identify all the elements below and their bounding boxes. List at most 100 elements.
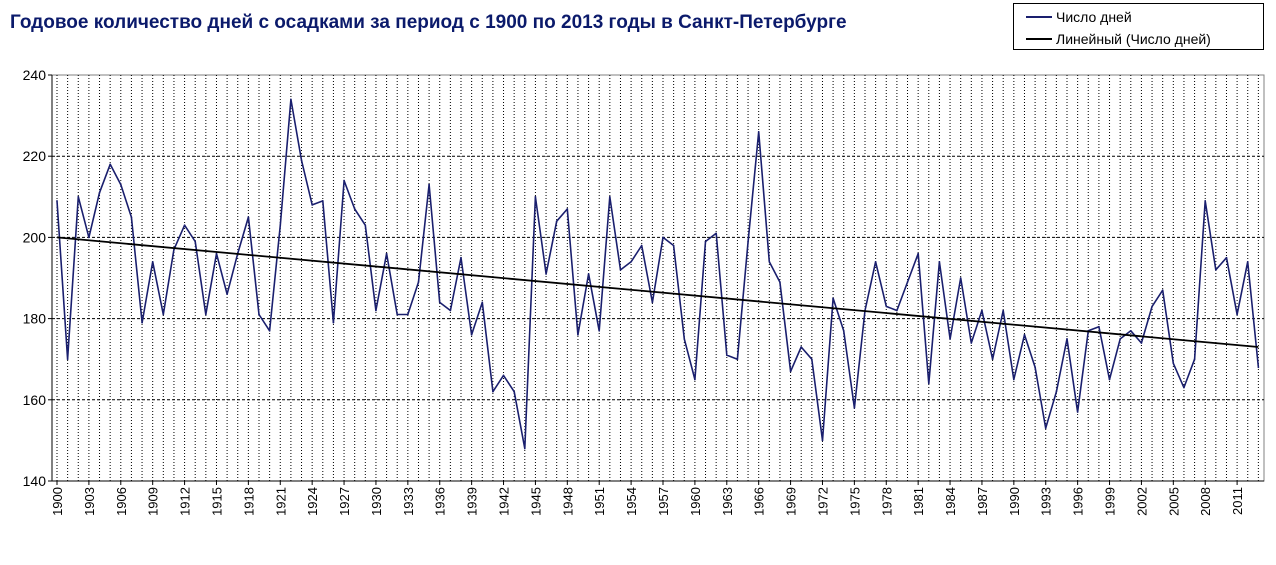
x-tick-label: 1921 [273,487,288,516]
data-point [853,407,856,409]
data-point [906,281,909,283]
data-point [1204,200,1207,202]
data-point [981,309,983,312]
data-point [481,301,484,304]
x-tick-label: 1954 [624,487,639,516]
y-tick-label: 220 [23,148,47,164]
data-point [258,313,260,316]
data-point [66,358,69,361]
y-tick-label: 140 [23,473,47,489]
x-tick-label: 1906 [114,487,129,516]
x-tick-label: 2002 [1134,487,1149,516]
x-tick-label: 1999 [1103,487,1118,516]
x-tick-label: 1933 [401,487,416,516]
y-tick-label: 180 [23,311,47,327]
x-tick-label: 1939 [465,487,480,516]
data-point [609,196,611,198]
data-point [672,244,675,247]
data-point [970,342,973,344]
legend-swatch-series [1026,16,1052,18]
data-point [1098,325,1100,328]
y-tick-label: 200 [23,229,47,245]
data-point [343,179,345,182]
data-point [821,439,824,442]
data-point [1023,334,1026,336]
data-point [449,309,452,312]
data-point [704,240,707,243]
data-point [183,224,186,227]
x-tick-label: 1990 [1007,487,1022,516]
data-point [1055,390,1058,393]
data-point [353,208,356,210]
data-point [98,191,101,194]
data-point [683,338,686,340]
data-point [1108,378,1111,381]
data-point [215,252,218,255]
data-point [662,236,664,239]
legend-item-trendline: Линейный (Число дней) [1014,30,1211,48]
x-tick-label: 1924 [305,487,320,516]
x-tick-label: 1984 [943,487,958,516]
x-tick-label: 1948 [560,487,575,516]
legend-label-series: Число дней [1056,9,1132,25]
data-point [492,390,494,393]
data-point [173,248,175,251]
data-point [88,236,90,239]
data-point [1172,362,1175,365]
data-point [109,163,111,166]
legend-swatch-trendline [1026,38,1052,40]
data-point [555,220,558,222]
data-point [268,329,271,332]
data-point [917,252,919,255]
y-tick-label: 160 [23,392,47,408]
data-point [523,447,526,450]
x-tick-label: 2008 [1198,487,1213,516]
data-point [694,378,696,381]
x-tick-label: 1975 [847,487,862,516]
data-point [1193,358,1196,361]
data-point [226,293,228,296]
data-point [1002,309,1005,312]
data-point [1215,269,1217,271]
x-tick-label: 2005 [1166,487,1181,516]
x-tick-label: 1945 [528,487,543,516]
data-point [385,252,388,255]
data-point [417,281,420,283]
data-point [566,208,569,210]
chart-title: Годовое количество дней с осадками за пе… [10,12,847,33]
legend-item-series: Число дней [1014,8,1132,26]
data-point [119,183,122,186]
data-point [747,240,749,243]
data-point [151,260,154,263]
x-tick-label: 2011 [1230,487,1245,515]
data-point [407,313,409,316]
x-tick-label: 1942 [497,487,512,516]
data-point [800,346,803,348]
data-point [321,200,324,202]
data-point [1246,260,1249,263]
data-point [896,309,898,312]
trend-line [56,236,1259,348]
data-point [205,313,207,316]
data-point [736,358,739,361]
x-tick-label: 1957 [656,487,671,516]
data-point [651,301,654,304]
x-tick-label: 1993 [1039,487,1054,516]
data-point [279,224,282,227]
data-point [630,260,632,263]
data-point [1257,366,1260,369]
data-point [545,273,547,275]
data-point [832,297,834,300]
data-point [949,338,951,340]
data-point [640,244,643,247]
x-tick-label: 1996 [1071,487,1086,516]
data-point [1034,366,1036,369]
x-tick-label: 1951 [592,487,607,516]
x-tick-label: 1936 [433,487,448,516]
data-point [534,196,537,198]
legend-label-trendline: Линейный (Число дней) [1056,31,1211,47]
data-point [991,358,994,361]
x-tick-label: 1912 [178,487,193,516]
data-point [470,334,473,336]
